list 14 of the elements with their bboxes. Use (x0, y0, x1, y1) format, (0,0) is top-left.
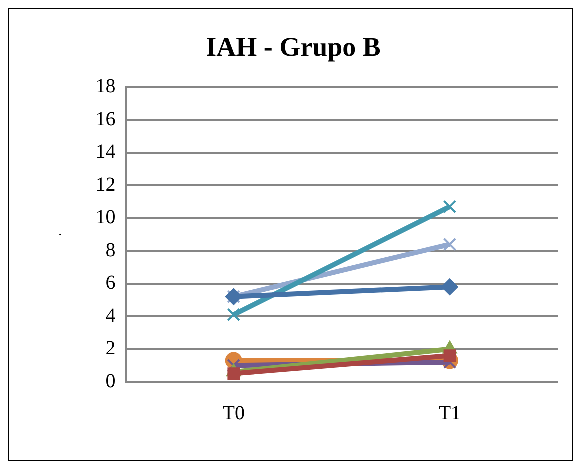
y-tick-label: 14 (96, 141, 116, 164)
x-tick-label: T0 (222, 402, 245, 424)
y-axis-title: . (50, 232, 66, 236)
y-tick-label: 2 (106, 338, 116, 360)
y-tick-label: 16 (96, 108, 116, 130)
chart-title: IAH - Grupo B (206, 32, 381, 62)
y-tick-label: 8 (106, 239, 116, 262)
x-tick-label: T1 (438, 402, 462, 424)
y-tick-label: 4 (106, 304, 116, 327)
y-tick-label: 18 (96, 76, 116, 98)
y-tick-label: 12 (96, 174, 116, 196)
y-tick-label: 6 (106, 272, 116, 294)
y-tick-label: 10 (96, 206, 116, 229)
y-tick-label: 0 (106, 370, 116, 392)
